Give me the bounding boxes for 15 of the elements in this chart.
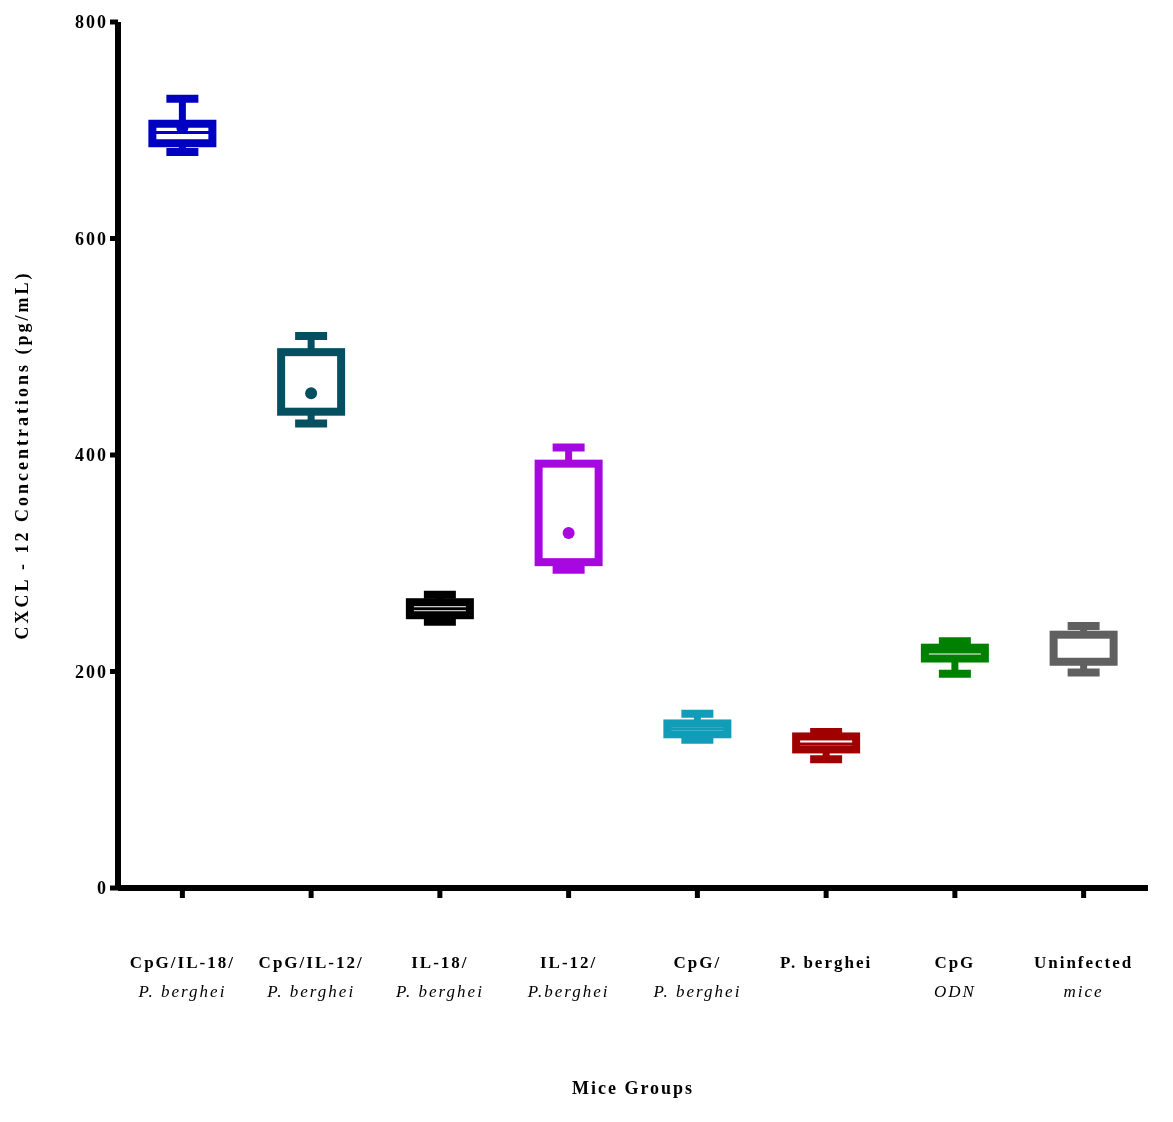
x-tick-label: IL-12/ P.berghei xyxy=(526,953,610,1001)
x-axis-title: Mice Groups xyxy=(571,1078,695,1098)
x-tick-label: P. berghei xyxy=(780,953,873,972)
x-tick-label: CpG/IL-18/ P. berghei xyxy=(129,953,235,1001)
y-axis-title: CXCL - 12 Concentrations (pg/mL) xyxy=(12,270,34,640)
y-tick-label: 0 xyxy=(97,878,108,899)
y-tick-label: 400 xyxy=(75,445,108,466)
y-tick-label: 200 xyxy=(75,661,108,682)
x-tick-label: CpG/IL-12/ P. berghei xyxy=(258,953,364,1001)
x-tick-label: Uninfected mice xyxy=(1033,953,1134,1001)
x-tick-label: CpG/ P. berghei xyxy=(652,953,742,1001)
x-tick-label: CpG ODN xyxy=(933,953,976,1001)
y-tick-label: 800 xyxy=(75,12,108,33)
x-tick-label: IL-18/ P. berghei xyxy=(394,953,484,1001)
y-tick-label: 600 xyxy=(75,228,108,249)
